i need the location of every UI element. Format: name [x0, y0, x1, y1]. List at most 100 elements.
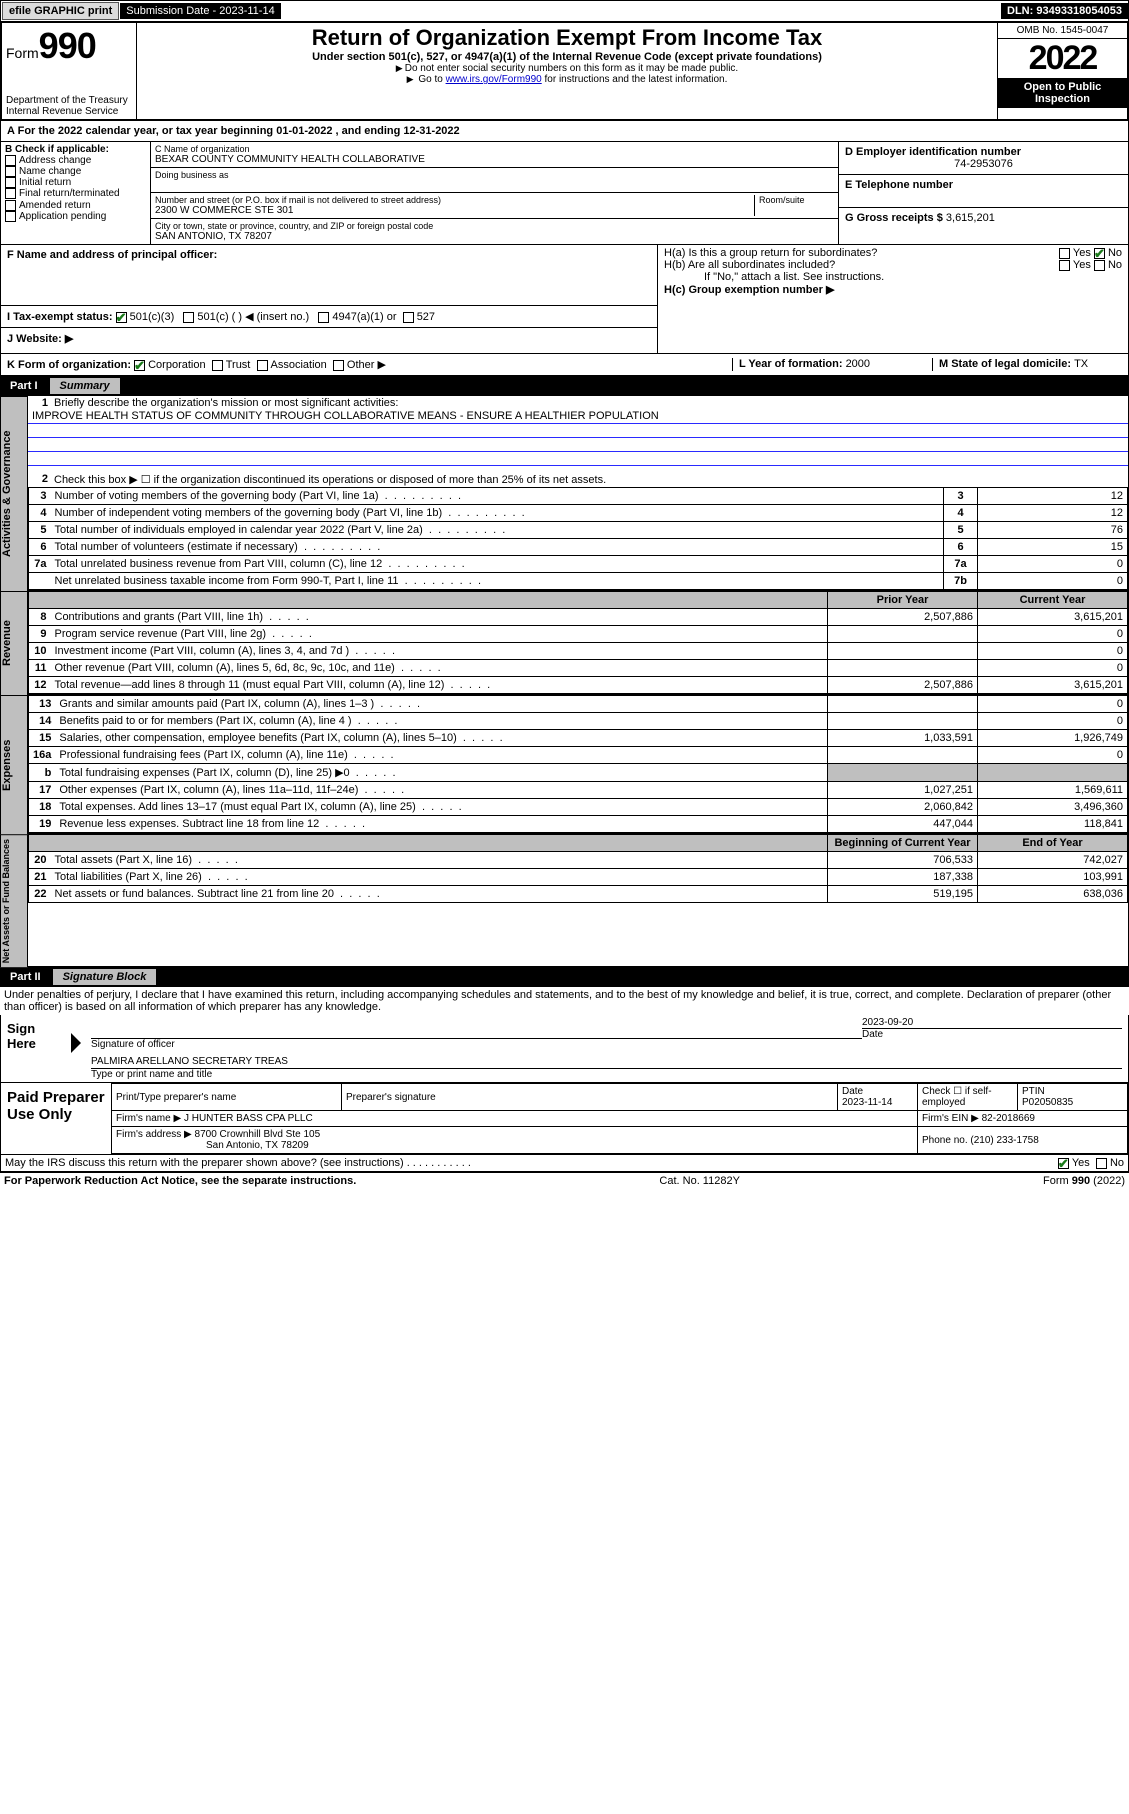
firm-name: J HUNTER BASS CPA PLLC	[184, 1113, 313, 1124]
line-desc: Net unrelated business taxable income fr…	[51, 573, 944, 590]
box-b: B Check if applicable: Address change Na…	[1, 142, 151, 244]
goto-post: for instructions and the latest informat…	[542, 74, 728, 85]
line-val: 76	[978, 522, 1128, 539]
current-val: 1,926,749	[978, 730, 1128, 747]
b-opt-4[interactable]: Amended return	[5, 200, 146, 211]
efile-button[interactable]: efile GRAPHIC print	[2, 2, 119, 20]
checkbox-icon[interactable]	[1096, 1158, 1107, 1169]
line-num: 7a	[29, 556, 51, 573]
line-num: 4	[29, 505, 51, 522]
line-num: 13	[29, 696, 56, 713]
checkbox-icon[interactable]	[5, 211, 16, 222]
firm-addr1: 8700 Crownhill Blvd Ste 105	[195, 1129, 321, 1140]
checkbox-icon[interactable]	[5, 155, 16, 166]
checkbox-icon[interactable]	[1059, 260, 1070, 271]
checkbox-501c3-icon[interactable]	[116, 312, 127, 323]
submission-date: Submission Date - 2023-11-14	[120, 3, 280, 19]
current-val: 0	[978, 696, 1128, 713]
header-left: Form990 Department of the Treasury Inter…	[2, 23, 137, 119]
officer-name-label: Type or print name and title	[91, 1069, 1122, 1080]
checkbox-corp-icon[interactable]	[134, 360, 145, 371]
line-val: 12	[978, 488, 1128, 505]
checkbox-yes-icon[interactable]	[1058, 1158, 1069, 1169]
prior-val	[828, 660, 978, 677]
vlabel-governance: Activities & Governance	[0, 396, 28, 591]
vlabel-expenses: Expenses	[0, 695, 28, 834]
b-opt-1[interactable]: Name change	[5, 166, 146, 177]
officer-sig-line	[91, 1019, 862, 1039]
footer-right: Form 990 (2022)	[1043, 1175, 1125, 1187]
line-desc: Number of voting members of the governin…	[51, 488, 944, 505]
irs-link[interactable]: www.irs.gov/Form990	[446, 74, 542, 85]
b-opt-2[interactable]: Initial return	[5, 177, 146, 188]
b-opt-2-label: Initial return	[19, 177, 71, 188]
dln-label: DLN:	[1007, 5, 1036, 17]
checkbox-no-icon[interactable]	[1094, 248, 1105, 259]
line-num: b	[29, 764, 56, 782]
netassets-table: Beginning of Current Year End of Year20 …	[28, 834, 1128, 903]
org-city: SAN ANTONIO, TX 78207	[155, 231, 834, 242]
part-1-bar: Part I Summary	[0, 376, 1129, 396]
signature-block: Sign Here Signature of officer 2023-09-2…	[0, 1015, 1129, 1155]
current-val: 118,841	[978, 816, 1128, 833]
line-a-mid: , and ending	[336, 125, 404, 137]
mission-text: IMPROVE HEALTH STATUS OF COMMUNITY THROU…	[28, 410, 1128, 424]
b-opt-5-label: Application pending	[19, 211, 106, 222]
prep-h3: Date	[842, 1086, 863, 1097]
line-num: 9	[29, 626, 51, 643]
firm-ein: 82-2018669	[982, 1113, 1035, 1124]
prior-val: 1,027,251	[828, 782, 978, 799]
yes-label-2: Yes	[1073, 259, 1091, 271]
line-box: 3	[944, 488, 978, 505]
checkbox-icon[interactable]	[5, 177, 16, 188]
year-formation: 2000	[846, 358, 870, 370]
firm-addr-label: Firm's address ▶	[116, 1129, 195, 1140]
line-desc: Grants and similar amounts paid (Part IX…	[55, 696, 827, 713]
checkbox-icon[interactable]	[1059, 248, 1070, 259]
line-desc: Professional fundraising fees (Part IX, …	[55, 747, 827, 764]
checkbox-icon[interactable]	[333, 360, 344, 371]
checkbox-icon[interactable]	[257, 360, 268, 371]
footer-left: For Paperwork Reduction Act Notice, see …	[4, 1175, 356, 1187]
current-val: 742,027	[978, 852, 1128, 869]
box-deg: D Employer identification number 74-2953…	[838, 142, 1128, 244]
form-subtitle: Under section 501(c), 527, or 4947(a)(1)…	[143, 51, 991, 63]
checkbox-icon[interactable]	[212, 360, 223, 371]
current-val: 0	[978, 713, 1128, 730]
box-k: K Form of organization: Corporation Trus…	[7, 358, 732, 371]
b-opt-0[interactable]: Address change	[5, 155, 146, 166]
prior-val	[828, 747, 978, 764]
discuss-yes: Yes	[1072, 1157, 1090, 1169]
i-opt-0: 501(c)(3)	[130, 311, 175, 323]
checkbox-icon[interactable]	[5, 166, 16, 177]
b-opt-3-label: Final return/terminated	[19, 189, 120, 200]
line-val: 0	[978, 573, 1128, 590]
line-box: 7a	[944, 556, 978, 573]
row-bcde: B Check if applicable: Address change Na…	[1, 142, 1128, 245]
f-label: F Name and address of principal officer:	[7, 249, 651, 261]
col-prior: Prior Year	[828, 592, 978, 609]
header-right: OMB No. 1545-0047 2022 Open to Public In…	[997, 23, 1127, 119]
prep-h4: Check ☐ if self-employed	[918, 1084, 1018, 1111]
checkbox-icon[interactable]	[5, 188, 16, 199]
vlabel-netassets: Net Assets or Fund Balances	[0, 834, 28, 967]
k-opt-1: Trust	[226, 359, 251, 371]
line-num: 17	[29, 782, 56, 799]
checkbox-icon[interactable]	[318, 312, 329, 323]
part-2-bar: Part II Signature Block	[0, 967, 1129, 987]
discuss-row: May the IRS discuss this return with the…	[0, 1155, 1129, 1172]
line-desc: Total expenses. Add lines 13–17 (must eq…	[55, 799, 827, 816]
e-label: E Telephone number	[845, 179, 1122, 191]
checkbox-icon[interactable]	[403, 312, 414, 323]
box-f: F Name and address of principal officer:…	[1, 245, 658, 353]
tax-year: 2022	[998, 39, 1127, 78]
b-opt-5[interactable]: Application pending	[5, 211, 146, 222]
prior-val: 519,195	[828, 886, 978, 903]
checkbox-icon[interactable]	[183, 312, 194, 323]
line-num: 18	[29, 799, 56, 816]
checkbox-icon[interactable]	[1094, 260, 1105, 271]
b-opt-3[interactable]: Final return/terminated	[5, 188, 146, 199]
checkbox-icon[interactable]	[5, 200, 16, 211]
dba-value	[155, 180, 834, 190]
section-a-g: A For the 2022 calendar year, or tax yea…	[0, 121, 1129, 376]
